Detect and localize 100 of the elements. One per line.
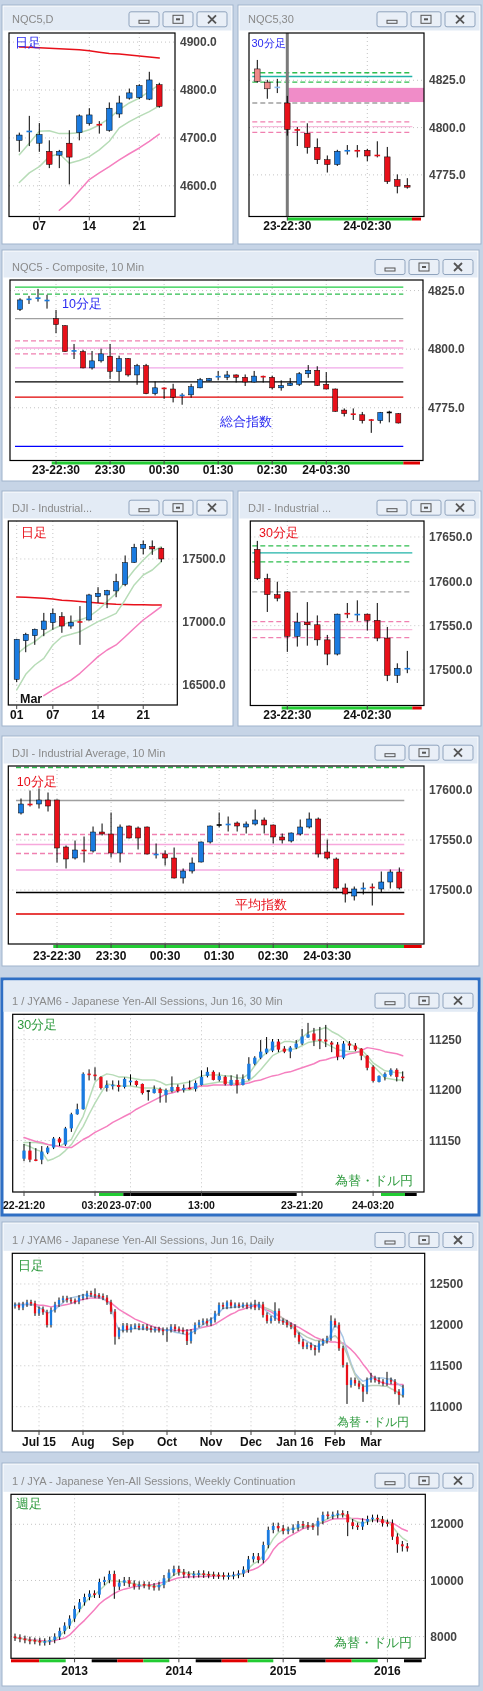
title: NQC5,D [12,13,54,26]
candlestick [171,847,177,879]
candlestick [36,123,43,152]
candlestick [107,343,113,379]
candlestick [122,555,128,587]
candlestick [341,1510,345,1518]
candlestick [354,145,361,158]
candlestick [93,1288,97,1299]
candlestick [29,1299,33,1306]
candlestick [389,1068,393,1077]
annotation: 30分足 [251,36,286,49]
annotation: 総合指数 [219,415,272,430]
candlestick [90,826,96,853]
title: NQC5 - Composite, 10 Min [12,261,145,273]
candlestick [324,839,331,860]
candlestick [85,1290,89,1300]
candlestick [261,1541,265,1564]
candlestick [324,634,331,666]
line-series [18,105,161,184]
candlestick [72,840,78,860]
candlestick [254,59,261,83]
candlestick [395,1533,399,1553]
candlestick [96,121,103,134]
candlestick [222,1572,225,1580]
candlestick [216,812,222,828]
candlestick [77,606,83,645]
annotation: 日足 [21,526,47,541]
candlestick [225,1300,229,1310]
annotation: 日足 [15,35,41,50]
line-series [58,133,161,212]
candlestick [321,1511,325,1525]
candlestick [245,1302,249,1310]
candlestick [28,1142,32,1163]
candlestick [59,612,65,633]
candlestick [289,1322,293,1330]
candlestick [349,1377,353,1388]
candlestick [36,788,42,809]
candlestick [325,1335,329,1344]
candlestick [269,1315,273,1324]
candlestick [106,102,113,132]
candlestick [21,1301,25,1311]
candlestick [71,343,77,360]
candlestick [81,1294,85,1301]
candlestick [66,130,73,185]
annotation: 日足 [18,1258,45,1273]
candlestick [108,812,114,858]
candlestick [135,826,141,850]
candlestick [356,1522,360,1530]
candlestick [156,82,163,108]
title: DJI - Industrial Average, 10 Min [12,746,166,759]
candlestick [22,1144,26,1162]
candlestick [95,587,101,603]
candlestick [274,581,281,602]
candlestick [294,612,301,647]
candlestick [314,615,321,646]
candlestick [300,1028,304,1046]
candlestick [116,95,123,118]
candlestick [89,1290,93,1297]
candlestick [386,1519,389,1527]
candlestick [46,140,53,169]
candlestick [266,1526,270,1549]
candlestick [45,792,51,812]
candlestick [396,867,403,890]
candlestick [265,1312,269,1324]
candlestick [98,1578,101,1598]
candlestick [309,1342,313,1351]
candlestick [142,1581,146,1589]
line-series [15,596,163,606]
candlestick [89,351,95,370]
candlestick [400,1540,404,1552]
candlestick [189,857,195,874]
candlestick [16,132,23,152]
candlestick [53,1301,57,1313]
candlestick [212,1571,216,1579]
candlestick [146,1090,150,1101]
candlestick [304,602,311,646]
candlestick [180,868,186,884]
title: DJI - Industrial ... [248,501,332,514]
candlestick [314,138,321,165]
title: DJI - Industrial... [12,501,93,514]
title: 1 / JYAM6 - Japanese Yen-All Sessions, Jun 16, Daily [12,1234,275,1246]
candlestick [369,1372,373,1383]
candlestick [112,1570,116,1599]
candlestick [249,1302,253,1310]
candlestick [341,1345,345,1368]
candlestick [65,1295,69,1303]
candlestick [105,1080,109,1092]
annotation: 30分足 [259,526,299,541]
candlestick [318,1026,322,1050]
title: NQC5,30 [248,13,294,26]
candlestick [137,1323,141,1331]
candlestick [350,408,356,420]
candlestick [68,615,74,629]
candlestick [304,123,311,154]
annotation: 30分足 [17,1017,58,1032]
candlestick [229,1299,233,1309]
candlestick [401,1384,405,1398]
candlestick [306,1022,310,1039]
candlestick [357,1380,361,1390]
candlestick [34,1148,38,1162]
